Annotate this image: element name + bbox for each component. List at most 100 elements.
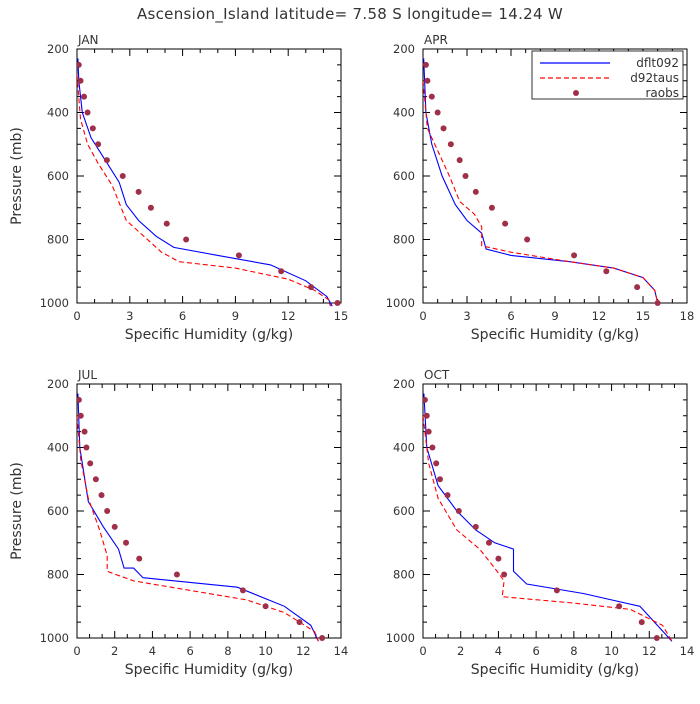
y-tick-label: 1000 <box>40 296 69 310</box>
raobs-point <box>434 109 441 116</box>
x-tick-label: 14 <box>680 644 695 658</box>
raobs-point <box>638 619 645 626</box>
raobs-point <box>425 428 432 435</box>
raobs-point <box>77 77 84 84</box>
x-axis-title: Specific Humidity (g/kg) <box>471 662 639 678</box>
x-tick-label: 10 <box>258 644 273 658</box>
raobs-point <box>423 396 428 403</box>
y-axis-title: Pressure (mb) <box>9 127 25 225</box>
x-tick-label: 18 <box>680 309 695 323</box>
raobs-point <box>603 268 610 275</box>
plot-area <box>77 393 326 642</box>
y-tick-label: 1000 <box>386 631 415 645</box>
y-tick-label: 400 <box>393 106 415 120</box>
raobs-point <box>77 396 82 403</box>
x-tick-label: 15 <box>334 309 349 323</box>
y-axis-title: Pressure (mb) <box>9 462 25 560</box>
panel-apr: APR 0 3 6 9 12 15 18 200 400 600 800 1000 Specific Hu… <box>386 33 695 343</box>
x-tick-label: 6 <box>532 644 539 658</box>
y-tick-label: 1000 <box>386 296 415 310</box>
x-tick-label: 4 <box>495 644 502 658</box>
legend-label: d92taus <box>630 71 679 85</box>
raobs-point <box>81 428 88 435</box>
raobs-point <box>553 587 560 594</box>
plot-frame <box>76 48 342 304</box>
raobs-point <box>77 412 84 419</box>
y-tick-label: 400 <box>47 441 69 455</box>
raobs-point <box>440 125 447 132</box>
panel-oct: OCT 0 2 4 6 8 10 12 14 200 400 600 800 1000 Specific H… <box>386 368 695 678</box>
raobs-point <box>83 444 90 451</box>
plot-area <box>423 393 673 642</box>
raobs-point <box>111 523 118 530</box>
x-tick-label: 12 <box>281 309 296 323</box>
raobs-point <box>147 204 154 211</box>
d92taus-line <box>423 80 659 304</box>
x-tick-label: 15 <box>636 309 651 323</box>
legend-label: raobs <box>646 86 680 100</box>
panel-jul: JUL 0 2 4 6 8 10 12 14 200 400 600 800 1000 Specific H… <box>9 368 348 678</box>
y-tick-label: 200 <box>47 42 69 56</box>
x-tick-label: 12 <box>642 644 657 658</box>
raobs-point <box>654 300 661 306</box>
raobs-point <box>95 141 102 148</box>
x-tick-label: 3 <box>126 309 133 323</box>
raobs-point <box>123 539 130 546</box>
panel-label: OCT <box>424 368 450 382</box>
raobs-point <box>334 300 341 306</box>
x-tick-label: 12 <box>592 309 607 323</box>
raobs-point <box>436 476 443 483</box>
raobs-point <box>571 252 578 259</box>
raobs-point <box>136 555 143 562</box>
raobs-point <box>428 93 435 100</box>
plot-area <box>423 58 661 306</box>
raobs-point <box>319 635 326 641</box>
panel-label: JAN <box>77 33 99 47</box>
plot-frame <box>422 383 688 639</box>
x-axis-title: Specific Humidity (g/kg) <box>125 662 293 678</box>
x-axis-title: Specific Humidity (g/kg) <box>471 327 639 343</box>
d92taus-line <box>423 415 673 642</box>
raobs-point <box>429 444 436 451</box>
raobs-point <box>87 460 94 467</box>
raobs-point <box>524 236 531 243</box>
raobs-point <box>104 508 111 514</box>
x-tick-label: 6 <box>179 309 186 323</box>
raobs-point <box>262 603 269 610</box>
d92taus-line <box>77 415 319 642</box>
raobs-point <box>235 252 242 259</box>
y-tick-label: 200 <box>393 377 415 391</box>
raobs-point <box>486 539 492 546</box>
x-tick-label: 12 <box>296 644 311 658</box>
x-tick-label: 10 <box>604 644 619 658</box>
y-tick-label: 800 <box>47 568 69 582</box>
raobs-point <box>119 173 126 179</box>
raobs-point <box>634 284 641 291</box>
x-tick-label: 0 <box>419 644 426 658</box>
panel-jan: JAN 0 3 6 9 12 15 200 400 600 800 1000 Specific Humi… <box>9 33 348 343</box>
y-tick-label: 400 <box>47 106 69 120</box>
x-tick-label: 6 <box>186 644 193 658</box>
dflt092-line <box>423 393 673 642</box>
x-tick-label: 4 <box>149 644 156 658</box>
y-tick-label: 600 <box>47 504 69 518</box>
x-tick-label: 14 <box>334 644 349 658</box>
d92taus-line <box>77 74 331 307</box>
raobs-point <box>488 204 495 211</box>
y-tick-label: 600 <box>393 504 415 518</box>
raobs-point <box>653 635 660 641</box>
y-tick-label: 200 <box>393 42 415 56</box>
raobs-point <box>77 61 82 68</box>
x-tick-label: 2 <box>457 644 464 658</box>
raobs-point <box>103 157 110 164</box>
raobs-point <box>239 587 246 594</box>
raobs-point <box>81 93 88 100</box>
panel-label: APR <box>424 33 448 47</box>
raobs-point <box>447 141 454 148</box>
raobs-point <box>501 571 508 578</box>
raobs-point <box>424 77 431 84</box>
y-tick-label: 800 <box>393 233 415 247</box>
x-tick-label: 2 <box>111 644 118 658</box>
raobs-point <box>278 268 285 275</box>
x-tick-label: 9 <box>551 309 558 323</box>
